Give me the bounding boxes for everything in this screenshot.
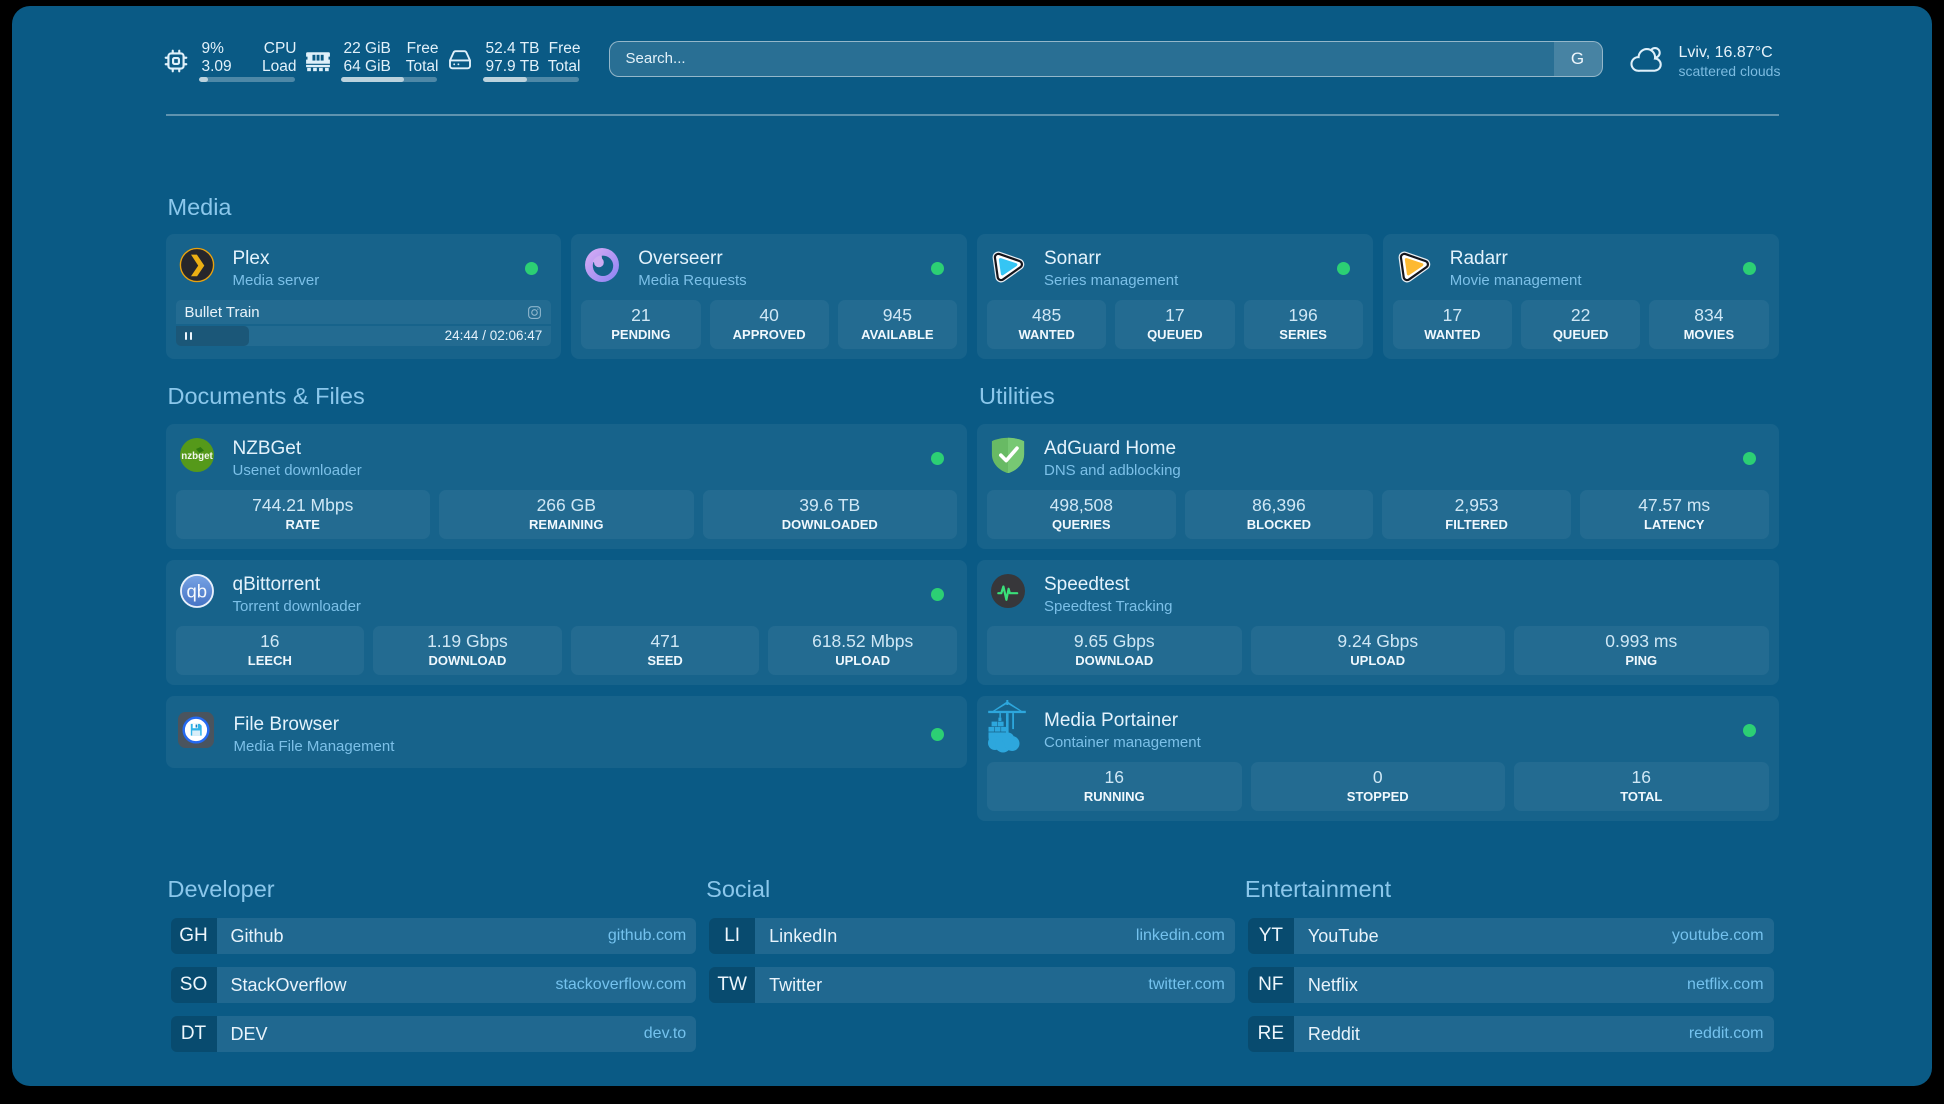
svg-text:nzbget: nzbget [181, 451, 213, 462]
svg-text:qb: qb [186, 581, 207, 602]
